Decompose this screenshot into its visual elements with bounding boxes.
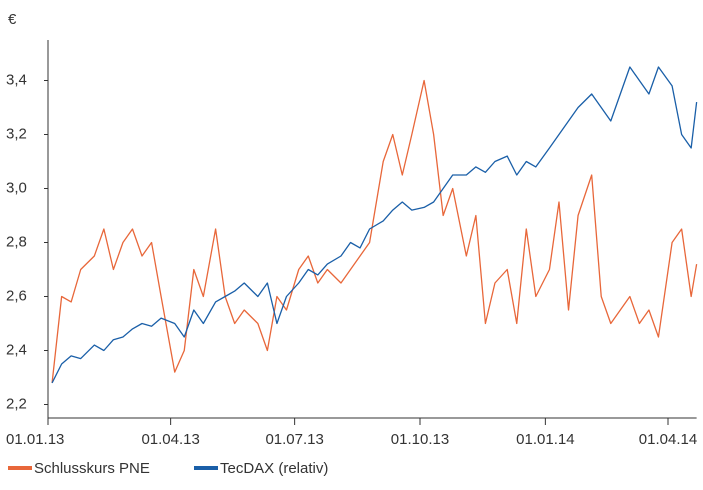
y-tick-label: 3,2 xyxy=(6,125,27,142)
series-line xyxy=(51,66,698,384)
y-tick-label: 2,8 xyxy=(6,233,27,250)
x-tick-label: 01.04.13 xyxy=(141,431,199,448)
y-tick-label: 3,0 xyxy=(6,179,27,196)
x-tick-label: 01.01.13 xyxy=(6,431,64,448)
legend-label: Schlusskurs PNE xyxy=(34,460,150,477)
y-tick-label: 2,2 xyxy=(6,395,27,412)
legend-label: TecDAX (relativ) xyxy=(220,460,328,477)
y-tick-label: 3,4 xyxy=(6,71,27,88)
legend-swatch xyxy=(194,466,218,470)
x-tick-label: 01.10.13 xyxy=(391,431,449,448)
x-tick-label: 01.04.14 xyxy=(639,431,697,448)
series-line xyxy=(51,79,698,383)
y-tick-label: 2,6 xyxy=(6,287,27,304)
x-tick-label: 01.07.13 xyxy=(265,431,323,448)
x-tick-label: 01.01.14 xyxy=(516,431,574,448)
y-axis-label: € xyxy=(8,11,17,28)
y-tick-label: 2,4 xyxy=(6,341,27,358)
legend-swatch xyxy=(8,466,32,470)
